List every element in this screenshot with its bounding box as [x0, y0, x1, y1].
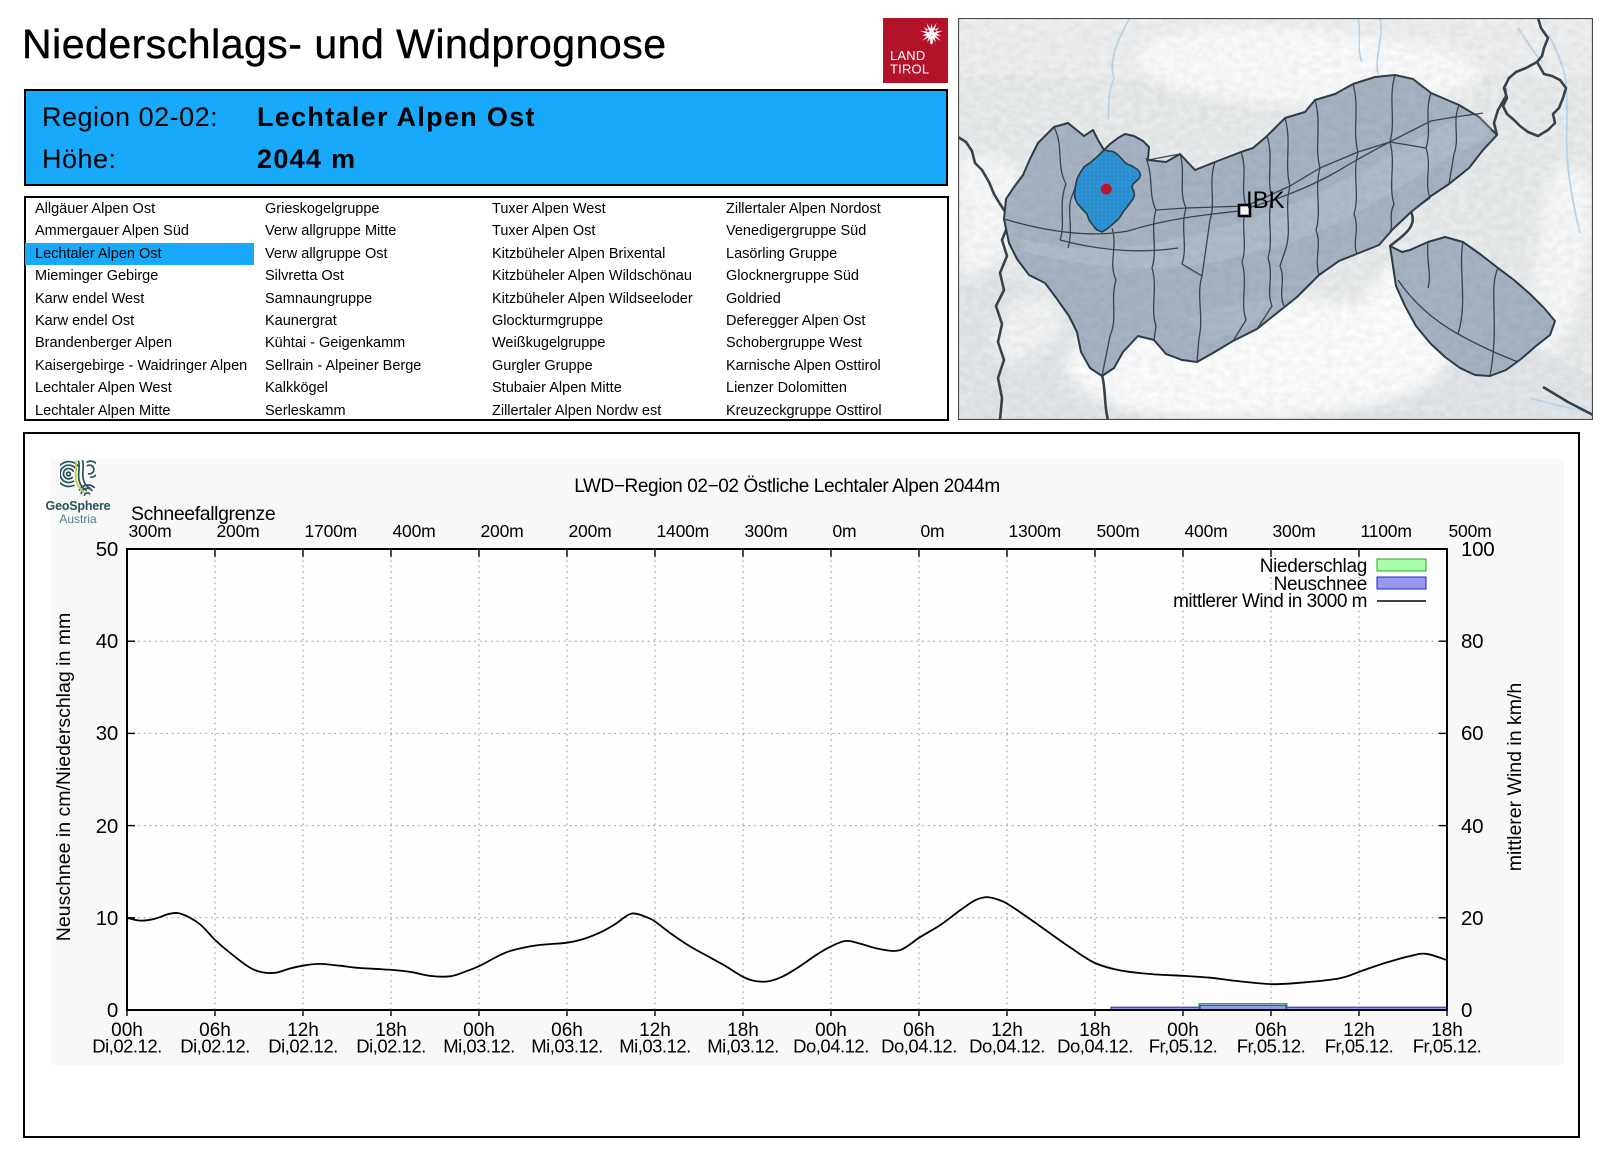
- svg-text:Schneefallgrenze: Schneefallgrenze: [131, 503, 275, 525]
- svg-text:06h: 06h: [199, 1020, 231, 1041]
- svg-text:0: 0: [107, 999, 118, 1022]
- svg-text:Mi,03.12.: Mi,03.12.: [443, 1036, 515, 1057]
- svg-text:40: 40: [1461, 815, 1483, 838]
- svg-text:200m: 200m: [569, 521, 612, 541]
- svg-text:00h: 00h: [1167, 1020, 1199, 1041]
- svg-text:10: 10: [96, 907, 118, 930]
- svg-text:0m: 0m: [921, 521, 945, 541]
- svg-text:mittlerer Wind in 3000 m: mittlerer Wind in 3000 m: [1173, 591, 1367, 612]
- svg-text:100: 100: [1461, 538, 1494, 561]
- svg-text:20: 20: [96, 815, 118, 838]
- svg-text:50: 50: [96, 538, 118, 561]
- svg-text:Do,04.12.: Do,04.12.: [881, 1036, 957, 1057]
- svg-text:Mi,03.12.: Mi,03.12.: [531, 1036, 603, 1057]
- svg-text:IBK: IBK: [1246, 187, 1285, 214]
- svg-text:Mi,03.12.: Mi,03.12.: [707, 1036, 779, 1057]
- svg-text:12h: 12h: [991, 1020, 1023, 1041]
- svg-text:Do,04.12.: Do,04.12.: [1057, 1036, 1133, 1057]
- svg-text:Do,04.12.: Do,04.12.: [793, 1036, 869, 1057]
- svg-text:Mi,03.12.: Mi,03.12.: [619, 1036, 691, 1057]
- svg-text:1100m: 1100m: [1361, 521, 1412, 541]
- svg-text:Di,02.12.: Di,02.12.: [356, 1036, 426, 1057]
- svg-text:60: 60: [1461, 722, 1483, 745]
- svg-text:Di,02.12.: Di,02.12.: [92, 1036, 162, 1057]
- svg-text:Di,02.12.: Di,02.12.: [180, 1036, 250, 1057]
- svg-text:Do,04.12.: Do,04.12.: [969, 1036, 1045, 1057]
- svg-text:1700m: 1700m: [305, 521, 358, 541]
- svg-text:18h: 18h: [1079, 1020, 1111, 1041]
- svg-text:LWD−Region 02−02 Östliche Lech: LWD−Region 02−02 Östliche Lechtaler Alpe…: [574, 476, 1000, 497]
- svg-text:400m: 400m: [1185, 521, 1228, 541]
- svg-text:200m: 200m: [481, 521, 524, 541]
- svg-text:18h: 18h: [727, 1020, 759, 1041]
- svg-text:mittlerer Wind in km/h: mittlerer Wind in km/h: [1504, 683, 1526, 872]
- svg-text:300m: 300m: [1273, 521, 1316, 541]
- svg-text:06h: 06h: [903, 1020, 935, 1041]
- svg-text:Di,02.12.: Di,02.12.: [268, 1036, 338, 1057]
- svg-text:00h: 00h: [815, 1020, 847, 1041]
- svg-text:Fr,05.12.: Fr,05.12.: [1149, 1036, 1218, 1057]
- svg-text:18h: 18h: [375, 1020, 407, 1041]
- svg-text:20: 20: [1461, 907, 1483, 930]
- svg-text:300m: 300m: [129, 521, 172, 541]
- svg-text:18h: 18h: [1431, 1020, 1463, 1041]
- svg-text:TIROL: TIROL: [890, 62, 929, 77]
- svg-text:400m: 400m: [393, 521, 436, 541]
- svg-text:Fr,05.12.: Fr,05.12.: [1237, 1036, 1306, 1057]
- svg-text:06h: 06h: [551, 1020, 583, 1041]
- svg-text:300m: 300m: [745, 521, 788, 541]
- svg-text:0m: 0m: [833, 521, 857, 541]
- svg-text:06h: 06h: [1255, 1020, 1287, 1041]
- svg-text:500m: 500m: [1097, 521, 1140, 541]
- svg-text:Fr,05.12.: Fr,05.12.: [1325, 1036, 1394, 1057]
- svg-text:00h: 00h: [463, 1020, 495, 1041]
- svg-text:40: 40: [96, 630, 118, 653]
- svg-text:Niederschlag: Niederschlag: [1260, 556, 1367, 577]
- svg-text:Fr,05.12.: Fr,05.12.: [1413, 1036, 1482, 1057]
- svg-text:30: 30: [96, 722, 118, 745]
- svg-text:12h: 12h: [1343, 1020, 1375, 1041]
- svg-text:1300m: 1300m: [1009, 521, 1062, 541]
- svg-text:12h: 12h: [287, 1020, 319, 1041]
- svg-text:0: 0: [1461, 999, 1472, 1022]
- svg-text:Neuschnee: Neuschnee: [1274, 574, 1367, 595]
- svg-text:80: 80: [1461, 630, 1483, 653]
- svg-text:12h: 12h: [639, 1020, 671, 1041]
- svg-text:500m: 500m: [1449, 521, 1492, 541]
- svg-text:1400m: 1400m: [657, 521, 710, 541]
- svg-text:200m: 200m: [217, 521, 260, 541]
- svg-text:LAND: LAND: [890, 48, 925, 63]
- svg-text:00h: 00h: [111, 1020, 143, 1041]
- svg-text:Neuschnee in cm/Niederschlag i: Neuschnee in cm/Niederschlag in mm: [53, 613, 75, 941]
